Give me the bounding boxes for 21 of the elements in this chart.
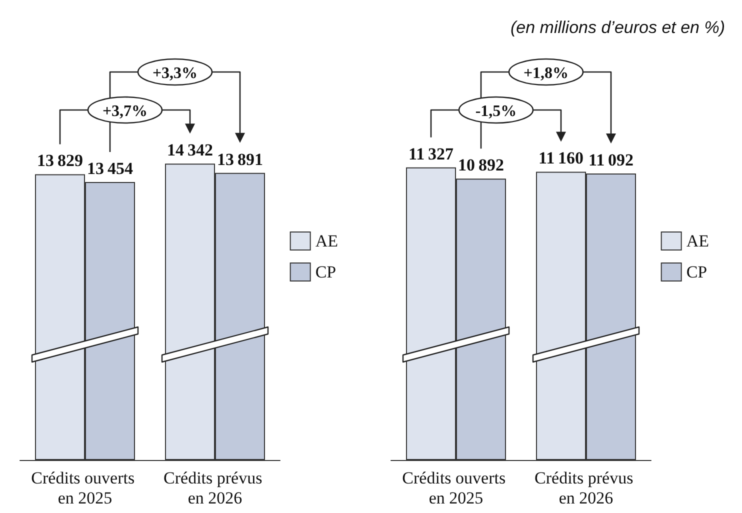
data-label: 11 092 — [588, 150, 634, 170]
legend-label: AE — [315, 232, 338, 250]
legend-label: CP — [315, 262, 336, 282]
data-label: 11 160 — [538, 148, 584, 168]
text: -1,5% — [475, 103, 517, 120]
legend-label: CP — [686, 262, 708, 282]
text: +1,8% — [523, 65, 569, 82]
text: +3,7% — [102, 103, 148, 120]
text: +3,3% — [152, 65, 198, 82]
data-label: 13 891 — [217, 150, 263, 169]
legend-label: AE — [686, 232, 710, 250]
data-label: 11 327 — [408, 144, 454, 164]
x-tick-label: Crédits ouverts en 2025 — [31, 468, 139, 508]
data-label: 13 454 — [87, 158, 134, 178]
x-tick-label: Crédits prévus en 2026 — [164, 468, 266, 508]
data-label: 10 892 — [458, 156, 504, 175]
x-tick-label: Crédits ouverts en 2025 — [402, 468, 510, 508]
x-tick-label: Crédits prévus en 2026 — [534, 468, 638, 508]
text: (en millions d’euros et en %) — [510, 18, 725, 37]
data-label: 13 829 — [37, 151, 83, 170]
data-label: 14 342 — [167, 140, 213, 160]
